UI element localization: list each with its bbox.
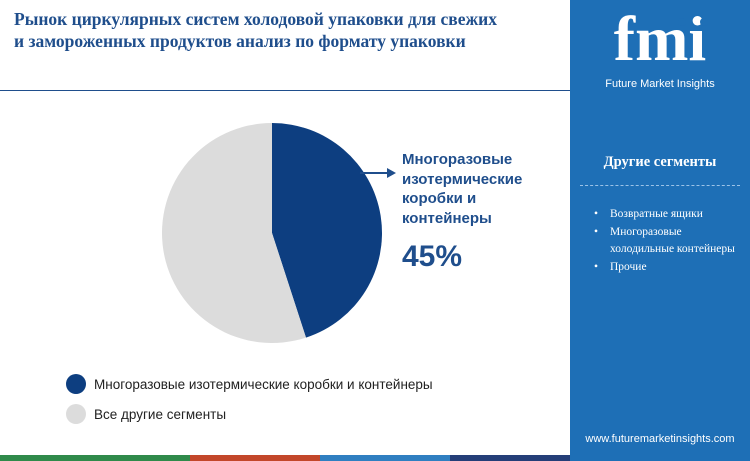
legend-label-reusable-boxes: Многоразовые изотермические коробки и ко…	[94, 376, 433, 392]
bottom-bar-blue	[320, 455, 450, 461]
legend-item-reusable-boxes: Многоразовые изотермические коробки и ко…	[66, 372, 433, 396]
bottom-bar-red	[190, 455, 320, 461]
other-segments-divider	[580, 185, 740, 186]
segment-item: Возвратные ящики	[592, 206, 742, 224]
callout-value: 45%	[402, 240, 463, 273]
chart-legend: Многоразовые изотермические коробки и ко…	[66, 372, 433, 432]
legend-item-other-segments: Все другие сегменты	[66, 402, 433, 426]
other-segments-title: Другие сегменты	[603, 154, 717, 170]
segment-item: Прочие	[592, 259, 742, 277]
legend-swatch-other-segments	[66, 404, 86, 424]
logo-text: fmi	[614, 8, 706, 70]
bottom-bar-navy	[450, 455, 570, 461]
page-title-line-1: Рынок циркулярных систем холодовой упако…	[14, 9, 497, 29]
title-divider	[0, 90, 570, 91]
website-url: www.futuremarketinsights.com	[585, 433, 735, 445]
sidebar: fmi Future Market Insights Другие сегмен…	[570, 0, 750, 461]
logo-subtitle: Future Market Insights	[605, 78, 715, 90]
page-title-line-2: и замороженных продуктов анализ по форма…	[14, 31, 466, 51]
other-segments-list: Возвратные ящики Многоразовые холодильны…	[592, 206, 742, 276]
callout-arrow-icon	[387, 168, 396, 178]
pie-chart	[0, 92, 570, 367]
callout-label: Многоразовые изотермические коробки и ко…	[402, 151, 523, 227]
pie-slice-other-segments	[162, 123, 306, 343]
pie-slice-reusable-boxes	[272, 123, 382, 338]
bottom-color-bar	[0, 455, 570, 461]
page-title: Рынок циркулярных систем холодовой упако…	[14, 8, 559, 52]
segment-item: Многоразовые холодильные контейнеры	[592, 224, 742, 259]
bottom-bar-green	[0, 455, 190, 461]
fmi-logo-icon: fmi	[614, 3, 708, 74]
legend-label-other-segments: Все другие сегменты	[94, 406, 227, 422]
legend-swatch-reusable-boxes	[66, 374, 86, 394]
pie-chart-svg	[162, 123, 396, 343]
fmi-logo: fmi Future Market Insights	[570, 3, 750, 90]
